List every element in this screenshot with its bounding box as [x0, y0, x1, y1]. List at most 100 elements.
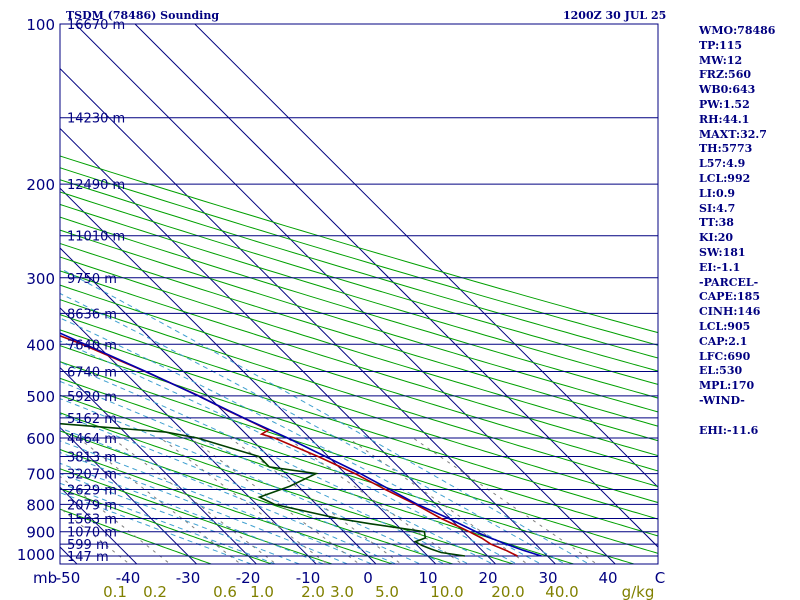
index-item: -WIND-	[699, 393, 745, 407]
mixing-ratio-line	[190, 437, 361, 564]
temperature-tick-label: 20	[478, 569, 497, 587]
height-level-label: 3207 m	[67, 468, 117, 483]
moist-adiabat-line	[60, 472, 301, 564]
height-level-label: 2629 m	[67, 484, 117, 499]
index-item: CINH:146	[699, 305, 761, 319]
index-item: PW:1.52	[699, 97, 750, 111]
dry-adiabat-line	[60, 329, 658, 520]
isotherm-lines	[0, 12, 658, 567]
index-item: MPL:170	[699, 379, 755, 393]
height-level-label: 8636 m	[67, 307, 117, 322]
index-item: EHI:-11.6	[699, 423, 759, 437]
mixing-ratio-line	[160, 437, 329, 564]
height-level-label: 9750 m	[67, 272, 117, 287]
sounding-datetime: 1200Z 30 JUL 25	[563, 9, 667, 22]
temperature-tick-label: -10	[296, 569, 321, 587]
dry-adiabat-line	[60, 361, 658, 554]
moist-adiabat-line	[60, 440, 373, 564]
index-item: TH:5773	[699, 142, 753, 156]
mixing-ratio-line	[60, 507, 131, 564]
isotherm-line	[74, 24, 616, 564]
isotherm-line	[60, 366, 258, 564]
temperature-unit-label: C	[655, 569, 665, 587]
height-level-label: 12490 m	[67, 178, 125, 193]
index-item: MW:12	[699, 53, 743, 67]
index-item: WB0:643	[699, 83, 756, 97]
moist-adiabat-line	[60, 380, 470, 564]
mixing-ratio-line	[286, 437, 463, 564]
index-item: EL:530	[699, 364, 743, 378]
isotherm-line	[60, 307, 317, 564]
temperature-tick-label: -20	[236, 569, 261, 587]
pressure-tick-label: 300	[26, 270, 55, 288]
isotherm-line	[60, 426, 198, 564]
pressure-tick-label: 100	[26, 16, 55, 34]
mixing-ratio-tick-label: 10.0	[430, 583, 463, 600]
dry-adiabat-line	[60, 448, 394, 564]
dry-adiabat-line	[60, 203, 658, 385]
height-level-label: 2079 m	[67, 498, 117, 513]
moist-adiabat-line	[60, 482, 277, 564]
pressure-tick-label: 800	[26, 496, 55, 514]
isotherm-line	[0, 12, 21, 567]
index-item: TT:38	[699, 216, 734, 230]
pressure-tick-label: 700	[26, 466, 55, 484]
profile-series	[60, 332, 542, 557]
pressure-tick-label: 1000	[17, 546, 55, 564]
temperature-tick-label: 30	[538, 569, 557, 587]
pressure-tick-label: 200	[26, 176, 55, 194]
parcel-line	[60, 332, 542, 557]
moist-adiabat-line	[60, 361, 494, 564]
pressure-unit-label: mb	[33, 569, 57, 587]
pressure-tick-label: 900	[26, 524, 55, 542]
mixing-ratio-tick-label: 0.2	[143, 583, 167, 600]
index-item: L57:4.9	[699, 157, 746, 171]
mixing-ratio-line	[111, 437, 277, 564]
index-item: LFC:690	[699, 349, 751, 363]
isotherm-line	[60, 127, 497, 564]
mixing-ratio-tick-label: 3.0	[330, 583, 354, 600]
mixing-ratio-tick-label: 40.0	[545, 583, 578, 600]
index-item: WMO:78486	[699, 24, 776, 37]
height-level-label: 3813 m	[67, 450, 117, 465]
height-level-label: 11010 m	[67, 230, 125, 245]
isotherm-line	[134, 24, 658, 548]
mixing-ratio-tick-label: 0.1	[103, 583, 127, 600]
dry-adiabat-line	[60, 394, 576, 564]
temperature-tick-label: 10	[418, 569, 437, 587]
pressure-tick-label: 600	[26, 430, 55, 448]
index-item: LCL:905	[699, 319, 751, 333]
dry-adiabat-line	[60, 284, 658, 472]
mixing-ratio-line	[412, 437, 598, 564]
pressure-tick-label: 500	[26, 388, 55, 406]
index-item: KI:20	[699, 231, 734, 245]
mixing-ratio-tick-label: 20.0	[491, 583, 524, 600]
mixing-ratio-tick-label: 1.0	[250, 583, 274, 600]
index-item: CAP:2.1	[699, 334, 748, 348]
dry-adiabat-line	[60, 155, 658, 334]
height-level-label: 16670 m	[67, 18, 125, 33]
dry-adiabat-line	[60, 508, 213, 564]
index-item	[699, 409, 799, 424]
height-level-label: 4464 m	[67, 432, 117, 447]
height-level-label: 1070 m	[67, 526, 117, 541]
mixing-ratio-tick-label: 0.6	[213, 583, 237, 600]
dry-adiabat-line	[60, 299, 658, 488]
dry-adiabat-line	[60, 430, 455, 564]
index-item: EI:-1.1	[699, 260, 741, 274]
mixing-ratio-unit-label: g/kg	[622, 583, 655, 600]
height-level-label: 7640 m	[67, 338, 117, 353]
dry-adiabat-line	[60, 377, 636, 564]
dewpoint-line	[60, 422, 466, 557]
index-item: CAPE:185	[699, 290, 760, 304]
pressure-tick-label: 400	[26, 336, 55, 354]
index-item: TP:115	[699, 38, 743, 52]
mixing-ratio-lines	[60, 437, 598, 564]
isotherm-line	[60, 67, 557, 564]
sounding-title: TSDM (78486) Sounding	[66, 9, 220, 22]
dry-adiabat-line	[60, 345, 658, 537]
index-item: LCL:992	[699, 171, 751, 185]
temperature-tick-label: -40	[116, 569, 141, 587]
